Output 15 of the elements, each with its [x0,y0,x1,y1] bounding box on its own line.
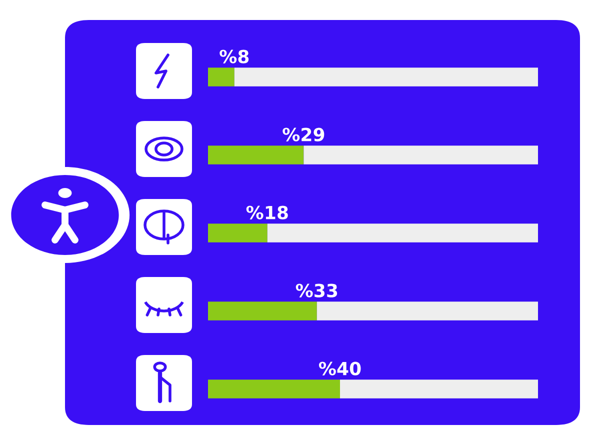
data-label: %33 [296,284,338,298]
bar [304,146,538,164]
bar [234,68,538,86]
data-label: %8 [220,50,249,64]
data-label: %29 [282,128,324,142]
data-label: %18 [246,206,288,220]
bar [208,68,234,86]
bar [208,380,340,398]
bar [208,224,268,242]
bar [208,146,304,164]
bar [340,380,538,398]
bar [316,302,538,320]
bar [208,302,317,320]
data-label: %40 [318,362,361,376]
bar [267,224,538,242]
